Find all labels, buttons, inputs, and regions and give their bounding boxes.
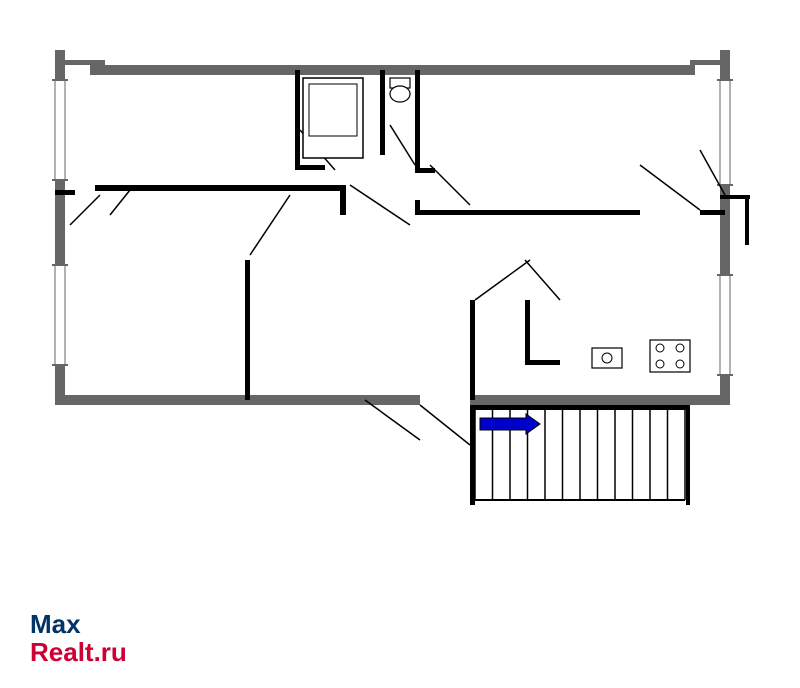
watermark: Max Realt.ru (30, 611, 127, 666)
floorplan-svg (0, 0, 800, 688)
watermark-line1: Max (30, 611, 127, 638)
watermark-line2: Realt.ru (30, 639, 127, 666)
